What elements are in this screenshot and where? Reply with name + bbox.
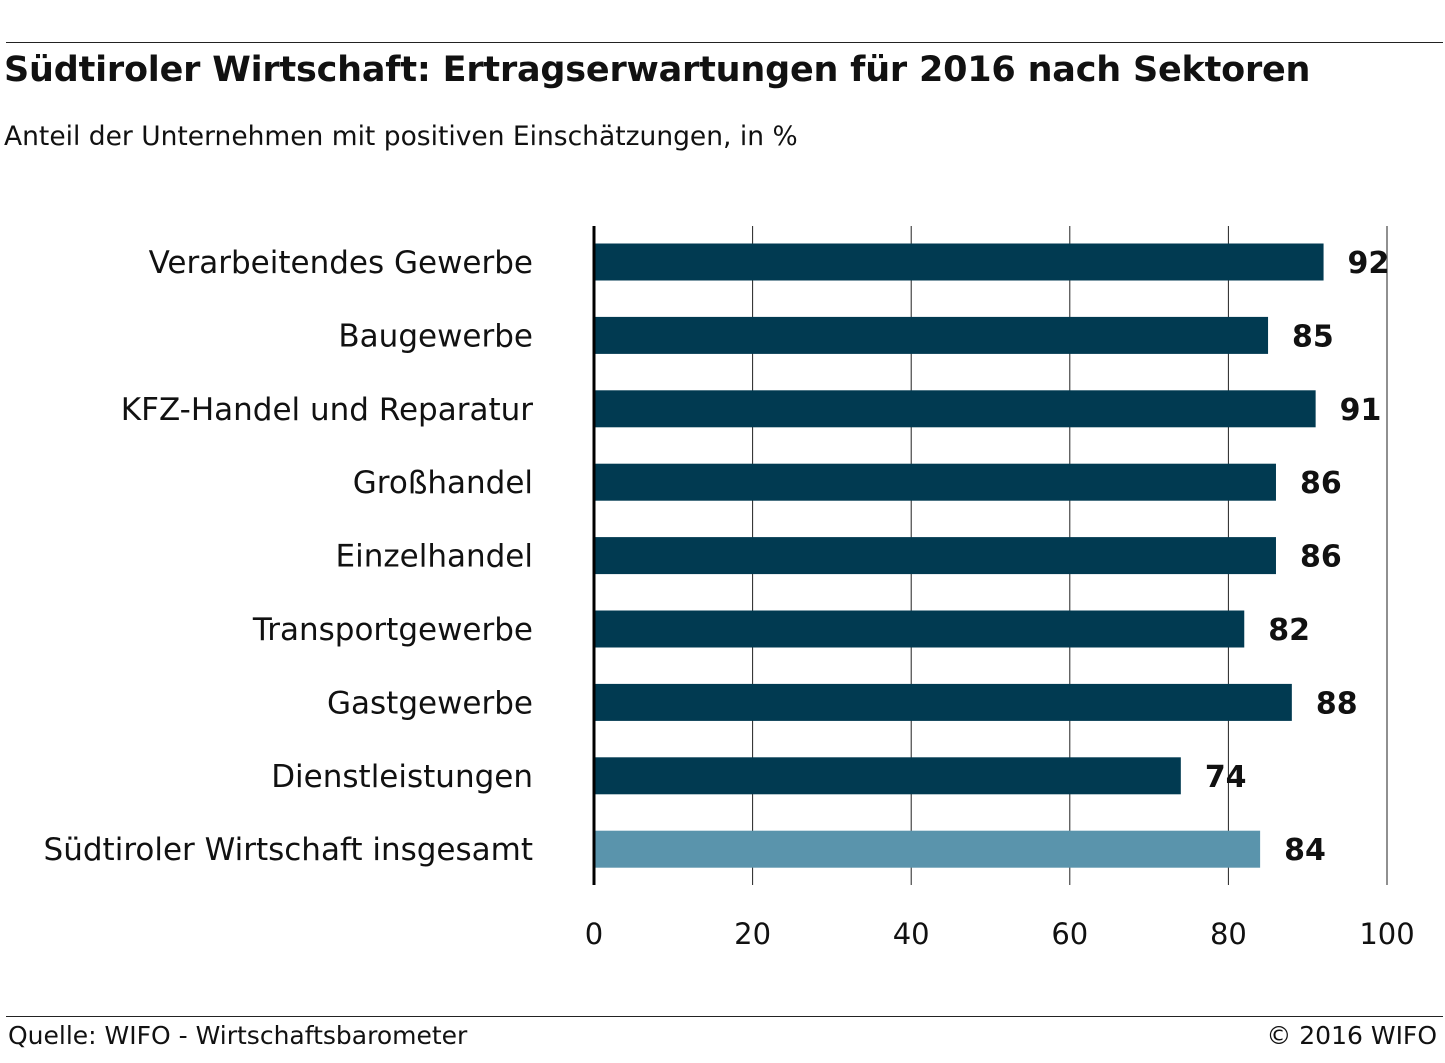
chart-subtitle: Anteil der Unternehmen mit positiven Ein… — [4, 121, 798, 152]
value-label-5: 86 — [1300, 540, 1342, 575]
x-tick-label-20: 20 — [734, 917, 771, 951]
bar-1 — [594, 243, 1324, 281]
x-tick-label-100: 100 — [1359, 917, 1414, 951]
bar-5 — [594, 537, 1276, 575]
bar-4 — [594, 463, 1276, 501]
category-label-2: Baugewerbe — [338, 318, 533, 354]
category-label-1: Verarbeitendes Gewerbe — [149, 245, 533, 281]
category-label-8: Dienstleistungen — [271, 759, 533, 795]
top-rule — [6, 42, 1443, 43]
value-label-1: 92 — [1348, 246, 1390, 281]
category-label-7: Gastgewerbe — [327, 685, 533, 721]
category-label-4: Großhandel — [353, 465, 533, 501]
x-tick-label-40: 40 — [893, 917, 930, 951]
x-tick-label-80: 80 — [1210, 917, 1247, 951]
bar-3 — [594, 390, 1316, 428]
bar-6 — [594, 610, 1245, 648]
bar-8 — [594, 757, 1181, 795]
copyright-note: © 2016 WIFO — [1266, 1021, 1437, 1050]
value-label-6: 82 — [1268, 613, 1310, 648]
category-label-6: Transportgewerbe — [252, 612, 533, 648]
bar-7 — [594, 683, 1292, 721]
value-label-2: 85 — [1292, 319, 1334, 354]
x-tick-label-60: 60 — [1051, 917, 1088, 951]
value-label-8: 74 — [1205, 760, 1247, 795]
bottom-rule — [6, 1016, 1443, 1017]
source-note: Quelle: WIFO - Wirtschaftsbarometer — [8, 1021, 468, 1050]
value-label-3: 91 — [1340, 393, 1382, 428]
bar-2 — [594, 316, 1269, 354]
value-label-7: 88 — [1316, 686, 1358, 721]
category-label-9: Südtiroler Wirtschaft insgesamt — [44, 832, 533, 868]
x-tick-label-0: 0 — [585, 917, 603, 951]
value-label-4: 86 — [1300, 466, 1342, 501]
bar-9 — [594, 830, 1261, 868]
category-label-5: Einzelhandel — [336, 539, 533, 575]
category-label-3: KFZ-Handel und Reparatur — [121, 392, 533, 428]
value-label-9: 84 — [1284, 833, 1326, 868]
chart-title: Südtiroler Wirtschaft: Ertragserwartunge… — [4, 50, 1311, 90]
